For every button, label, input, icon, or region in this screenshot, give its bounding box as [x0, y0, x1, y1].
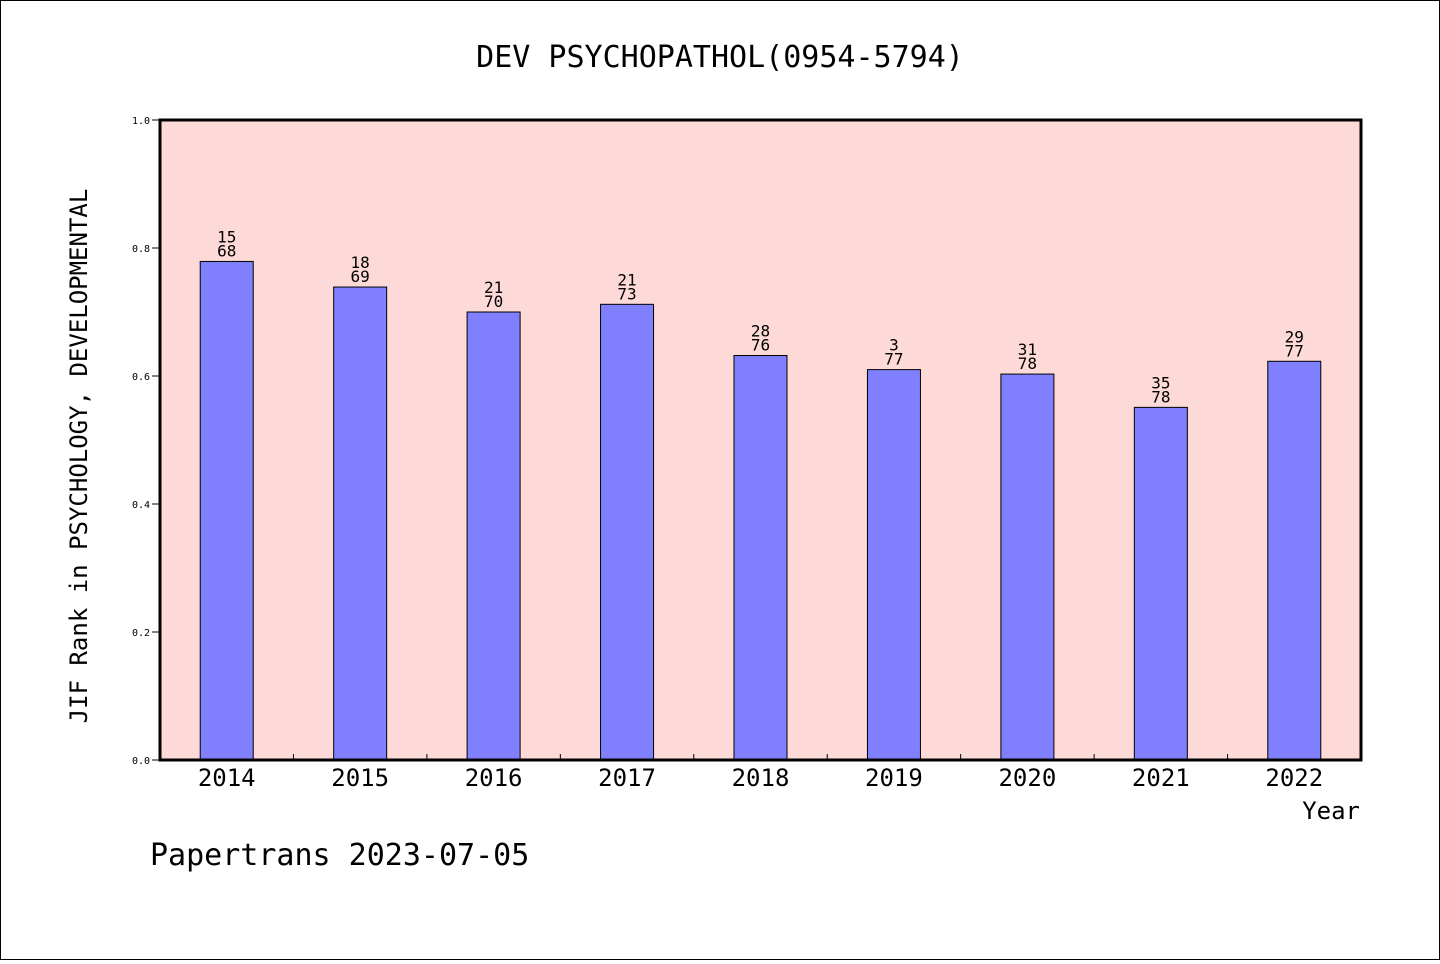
- chart-title: DEV PSYCHOPATHOL(0954-5794): [476, 40, 964, 75]
- bar-2019: [866, 369, 921, 761]
- bar-2016: [466, 311, 521, 761]
- x-tick-label-2022: 2022: [1265, 764, 1323, 792]
- data-label-total-2021: 78: [1151, 387, 1170, 406]
- data-label-rank-2022: 29: [1285, 327, 1304, 346]
- data-label-rank-2017: 21: [617, 270, 636, 289]
- y-tick-label-0.4: 0.4: [132, 500, 150, 511]
- data-label-total-2017: 73: [617, 284, 636, 303]
- axes-group: 2014 2015 2016 2017 2018 2019 2020 2021 2022 0.0 0…: [132, 116, 1323, 792]
- x-tick-label-2015: 2015: [331, 764, 389, 792]
- data-label-total-2019: 77: [884, 350, 903, 369]
- bar-2018: [733, 355, 788, 761]
- data-label-rank-2016: 21: [484, 278, 503, 297]
- y-axis-label: JIF Rank in PSYCHOLOGY, DEVELOPMENTAL: [65, 189, 93, 724]
- data-label-rank-2018: 28: [751, 322, 770, 341]
- plot-border: [158, 118, 1363, 762]
- x-tick-label-2017: 2017: [598, 764, 656, 792]
- x-axis-label: Year: [1302, 797, 1360, 825]
- x-tick-label-2021: 2021: [1132, 764, 1190, 792]
- y-tick-label-0.6: 0.6: [132, 372, 150, 383]
- x-tick-label-2020: 2020: [998, 764, 1056, 792]
- y-tick-label-0.0: 0.0: [132, 756, 150, 767]
- x-tick-label-2019: 2019: [865, 764, 923, 792]
- y-tick-label-1.0: 1.0: [132, 116, 150, 127]
- data-label-total-2018: 76: [751, 336, 770, 355]
- bar-2015: [333, 286, 388, 761]
- x-tick-label-2018: 2018: [732, 764, 790, 792]
- data-label-rank-2014: 15: [217, 227, 236, 246]
- bar-2014: [199, 260, 254, 761]
- data-label-rank-2021: 35: [1151, 373, 1170, 392]
- data-label-total-2014: 68: [217, 241, 236, 260]
- data-label-rank-2019: 3: [889, 336, 899, 355]
- data-label-total-2022: 77: [1285, 341, 1304, 360]
- bar-2020: [1000, 373, 1055, 761]
- data-label-total-2016: 70: [484, 292, 503, 311]
- bar-2017: [600, 303, 655, 761]
- y-tick-label-0.2: 0.2: [132, 628, 150, 639]
- x-tick-label-2016: 2016: [465, 764, 523, 792]
- footer-watermark: Papertrans 2023-07-05: [150, 838, 529, 873]
- data-label-total-2020: 78: [1018, 354, 1037, 373]
- y-tick-label-0.8: 0.8: [132, 244, 150, 255]
- data-label-total-2015: 69: [351, 267, 370, 286]
- bar-2022: [1267, 360, 1322, 761]
- data-label-rank-2015: 18: [351, 253, 370, 272]
- x-tick-label-2014: 2014: [198, 764, 256, 792]
- data-label-rank-2020: 31: [1018, 340, 1037, 359]
- bar-2021: [1133, 406, 1188, 761]
